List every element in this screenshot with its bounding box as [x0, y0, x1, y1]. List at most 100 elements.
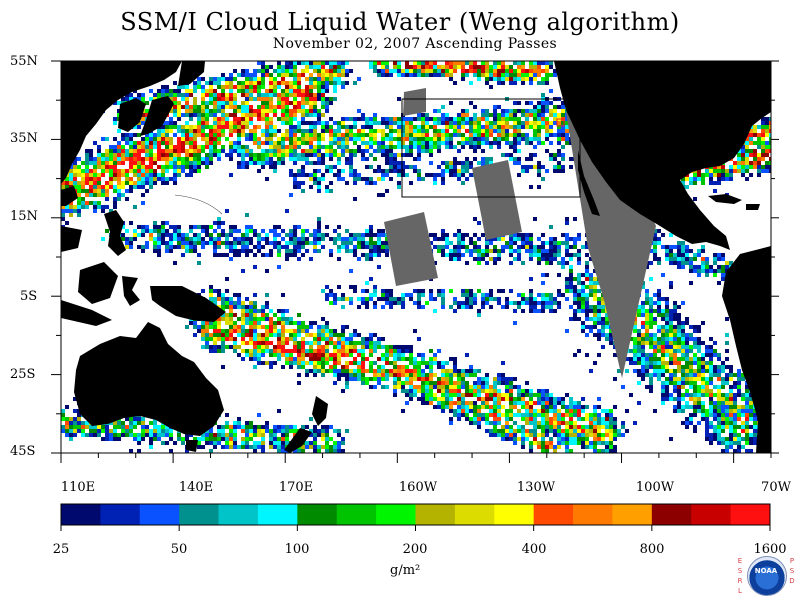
cloud-cell: [229, 157, 233, 161]
cloud-cell: [641, 333, 645, 337]
cloud-cell: [513, 149, 517, 153]
cloud-cell: [549, 293, 553, 297]
cloud-cell: [429, 149, 433, 153]
cloud-cell: [133, 133, 137, 137]
cloud-cell: [281, 245, 285, 249]
cloud-cell: [169, 93, 173, 97]
cloud-cell: [593, 297, 597, 301]
cloud-cell: [325, 61, 329, 65]
cloud-cell: [325, 89, 329, 93]
cloud-cell: [205, 337, 209, 341]
cloud-cell: [521, 241, 525, 245]
cloud-cell: [357, 373, 361, 377]
cloud-cell: [269, 157, 273, 161]
cloud-cell: [521, 73, 525, 77]
cloud-cell: [441, 141, 445, 145]
cloud-cell: [393, 365, 397, 369]
cloud-cell: [349, 157, 353, 161]
cloud-cell: [709, 353, 713, 357]
cloud-cell: [361, 129, 365, 133]
cloud-cell: [425, 365, 429, 369]
cloud-cell: [77, 205, 81, 209]
cloud-cell: [565, 249, 569, 253]
cloud-cell: [389, 145, 393, 149]
cloud-cell: [469, 237, 473, 241]
cloud-cell: [361, 337, 365, 341]
cloud-cell: [557, 165, 561, 169]
cloud-cell: [465, 137, 469, 141]
cloud-cell: [413, 145, 417, 149]
cloud-cell: [449, 141, 453, 145]
cloud-cell: [229, 329, 233, 333]
cloud-cell: [333, 137, 337, 141]
cloud-cell: [329, 341, 333, 345]
cloud-cell: [197, 129, 201, 133]
cloud-cell: [241, 145, 245, 149]
cloud-cell: [361, 377, 365, 381]
cloud-cell: [173, 161, 177, 165]
cloud-cell: [569, 281, 573, 285]
cloud-cell: [269, 365, 273, 369]
cloud-cell: [553, 117, 557, 121]
cloud-cell: [225, 81, 229, 85]
cloud-cell: [129, 141, 133, 145]
cloud-cell: [549, 101, 553, 105]
cloud-cell: [477, 77, 481, 81]
cloud-cell: [313, 109, 317, 113]
cloud-cell: [189, 105, 193, 109]
cloud-cell: [277, 241, 281, 245]
cloud-cell: [245, 85, 249, 89]
cloud-cell: [129, 93, 133, 97]
cloud-cell: [221, 117, 225, 121]
cloud-cell: [309, 97, 313, 101]
cloud-cell: [361, 241, 365, 245]
cloud-cell: [473, 249, 477, 253]
cloud-cell: [281, 93, 285, 97]
cloud-cell: [353, 285, 357, 289]
cloud-cell: [209, 325, 213, 329]
cloud-cell: [725, 333, 729, 337]
cloud-cell: [497, 141, 501, 145]
cloud-cell: [665, 333, 669, 337]
cloud-cell: [661, 317, 665, 321]
cloud-cell: [593, 309, 597, 313]
cloud-cell: [769, 165, 771, 169]
cloud-cell: [285, 133, 289, 137]
cloud-cell: [765, 125, 769, 129]
cloud-cell: [113, 101, 117, 105]
cloud-cell: [409, 133, 413, 137]
cloud-cell: [593, 285, 597, 289]
cloud-cell: [301, 357, 305, 361]
cloud-cell: [193, 105, 197, 109]
cloud-cell: [537, 61, 541, 65]
cloud-cell: [389, 345, 393, 349]
cloud-cell: [533, 113, 537, 117]
cloud-cell: [513, 77, 517, 81]
cloud-cell: [705, 345, 709, 349]
cloud-cell: [473, 257, 477, 261]
cloud-cell: [341, 305, 345, 309]
cloud-cell: [277, 321, 281, 325]
cloud-cell: [273, 109, 277, 113]
cloud-cell: [205, 341, 209, 345]
cloud-cell: [217, 333, 221, 337]
cloud-cell: [425, 117, 429, 121]
cloud-cell: [673, 325, 677, 329]
cloud-cell: [253, 233, 257, 237]
cloud-cell: [665, 353, 669, 357]
cloud-cell: [281, 153, 285, 157]
cloud-cell: [273, 325, 277, 329]
cloud-cell: [305, 109, 309, 113]
cloud-cell: [301, 69, 305, 73]
cloud-cell: [205, 93, 209, 97]
cloud-cell: [257, 349, 261, 353]
cloud-cell: [741, 145, 745, 149]
cloud-cell: [193, 333, 197, 337]
cloud-cell: [369, 241, 373, 245]
cloud-cell: [589, 281, 593, 285]
cloud-cell: [561, 113, 565, 117]
cloud-cell: [173, 229, 177, 233]
cloud-cell: [397, 61, 401, 65]
cloud-cell: [433, 361, 437, 365]
cloud-cell: [733, 373, 737, 377]
